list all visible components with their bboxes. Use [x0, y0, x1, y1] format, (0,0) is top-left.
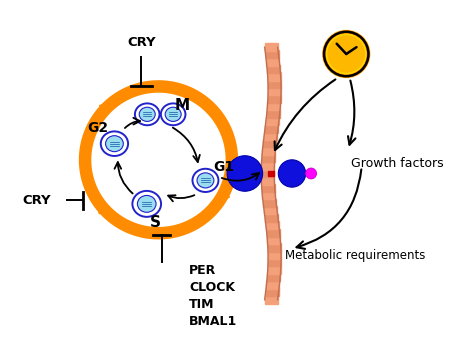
- Bar: [265, 50, 279, 58]
- Bar: [268, 171, 274, 176]
- Bar: [262, 184, 275, 192]
- Circle shape: [324, 32, 368, 76]
- Bar: [264, 206, 277, 214]
- Bar: [267, 110, 280, 118]
- Bar: [262, 147, 275, 155]
- Circle shape: [322, 30, 371, 78]
- Bar: [261, 162, 274, 170]
- Ellipse shape: [132, 191, 161, 217]
- Text: G1: G1: [214, 160, 235, 174]
- Bar: [261, 169, 274, 177]
- Bar: [262, 154, 275, 162]
- Ellipse shape: [161, 103, 185, 125]
- Bar: [264, 295, 278, 303]
- Text: S: S: [150, 215, 161, 230]
- Bar: [267, 65, 280, 73]
- Text: Metabolic requirements: Metabolic requirements: [285, 249, 425, 262]
- Bar: [268, 243, 281, 252]
- Ellipse shape: [197, 173, 214, 188]
- Bar: [267, 273, 280, 281]
- Bar: [267, 236, 280, 244]
- Bar: [265, 214, 278, 222]
- Ellipse shape: [165, 107, 181, 121]
- Text: M: M: [175, 98, 190, 113]
- Circle shape: [278, 160, 306, 187]
- Bar: [268, 251, 281, 259]
- Bar: [268, 95, 281, 103]
- Ellipse shape: [106, 136, 123, 152]
- Bar: [263, 139, 276, 148]
- Polygon shape: [100, 104, 111, 115]
- Bar: [268, 72, 281, 81]
- Bar: [264, 132, 277, 140]
- Circle shape: [328, 35, 365, 73]
- Bar: [267, 229, 280, 237]
- Bar: [263, 199, 276, 207]
- Bar: [266, 58, 280, 66]
- Polygon shape: [219, 190, 229, 202]
- Text: PER
CLOCK
TIM
BMAL1: PER CLOCK TIM BMAL1: [189, 264, 237, 328]
- Bar: [265, 125, 278, 133]
- Ellipse shape: [139, 107, 155, 121]
- Bar: [262, 191, 275, 199]
- Ellipse shape: [192, 169, 219, 192]
- Bar: [267, 102, 280, 110]
- Bar: [266, 280, 280, 288]
- Text: Growth factors: Growth factors: [351, 157, 444, 170]
- Ellipse shape: [101, 132, 128, 156]
- Polygon shape: [98, 202, 109, 214]
- Circle shape: [306, 168, 317, 179]
- Text: CRY: CRY: [22, 194, 51, 207]
- Bar: [266, 221, 279, 229]
- Ellipse shape: [137, 196, 156, 212]
- Bar: [264, 43, 278, 51]
- Bar: [268, 266, 281, 274]
- Bar: [266, 117, 279, 125]
- Circle shape: [227, 156, 263, 191]
- Bar: [265, 288, 279, 296]
- Bar: [268, 87, 281, 95]
- Ellipse shape: [135, 103, 159, 125]
- Bar: [261, 176, 274, 185]
- Bar: [268, 80, 281, 88]
- Text: G2: G2: [88, 121, 109, 135]
- Bar: [268, 258, 281, 266]
- Text: CRY: CRY: [127, 36, 156, 49]
